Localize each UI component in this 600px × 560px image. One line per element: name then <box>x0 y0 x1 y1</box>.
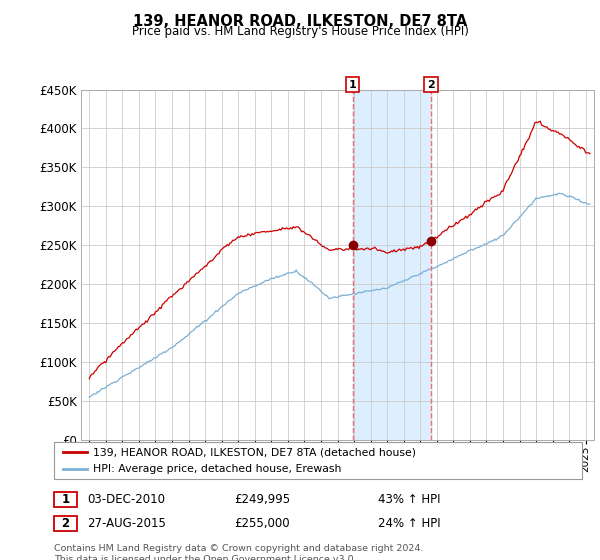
Text: 139, HEANOR ROAD, ILKESTON, DE7 8TA (detached house): 139, HEANOR ROAD, ILKESTON, DE7 8TA (det… <box>93 447 416 458</box>
Text: 24% ↑ HPI: 24% ↑ HPI <box>378 517 440 530</box>
Text: Price paid vs. HM Land Registry's House Price Index (HPI): Price paid vs. HM Land Registry's House … <box>131 25 469 38</box>
Text: 27-AUG-2015: 27-AUG-2015 <box>87 517 166 530</box>
Bar <box>353 90 431 440</box>
Text: £249,995: £249,995 <box>234 493 290 506</box>
Text: 2: 2 <box>427 80 435 90</box>
Text: 2: 2 <box>61 517 70 530</box>
Text: 43% ↑ HPI: 43% ↑ HPI <box>378 493 440 506</box>
Text: Contains HM Land Registry data © Crown copyright and database right 2024.
This d: Contains HM Land Registry data © Crown c… <box>54 544 424 560</box>
Text: 03-DEC-2010: 03-DEC-2010 <box>87 493 165 506</box>
Text: 1: 1 <box>61 493 70 506</box>
Text: 139, HEANOR ROAD, ILKESTON, DE7 8TA: 139, HEANOR ROAD, ILKESTON, DE7 8TA <box>133 14 467 29</box>
Text: HPI: Average price, detached house, Erewash: HPI: Average price, detached house, Erew… <box>93 464 341 474</box>
Text: 1: 1 <box>349 80 356 90</box>
Text: £255,000: £255,000 <box>234 517 290 530</box>
